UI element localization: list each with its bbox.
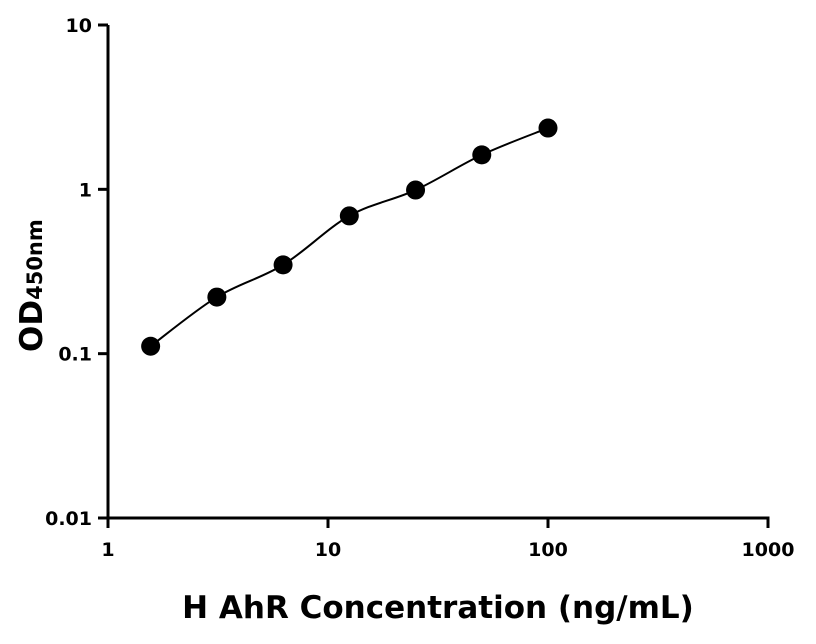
data-point	[538, 118, 558, 138]
data-points	[141, 118, 558, 356]
axes	[106, 25, 770, 520]
data-point	[273, 255, 293, 275]
x-tick-label: 1	[101, 539, 114, 561]
y-tick-label: 1	[79, 179, 92, 201]
y-tick-label: 0.01	[45, 508, 92, 530]
x-tick-label: 1000	[742, 539, 795, 561]
data-point	[339, 206, 359, 226]
y-tick-label: 10	[66, 15, 92, 37]
x-axis-label: H AhR Concentration (ng/mL)	[182, 590, 694, 626]
y-axis-label-main: OD	[14, 300, 50, 352]
data-point	[207, 287, 227, 307]
ticks: 1 10 100 1000 0.01 0.1 1 10	[45, 15, 794, 561]
y-axis-label: OD450nm	[14, 219, 50, 352]
x-tick-label: 100	[528, 539, 568, 561]
y-axis-label-subscript: 450nm	[23, 219, 47, 300]
data-point	[472, 145, 492, 165]
data-point	[141, 336, 161, 356]
data-point	[406, 180, 426, 200]
y-tick-label: 0.1	[58, 344, 92, 366]
x-tick-label: 10	[315, 539, 341, 561]
